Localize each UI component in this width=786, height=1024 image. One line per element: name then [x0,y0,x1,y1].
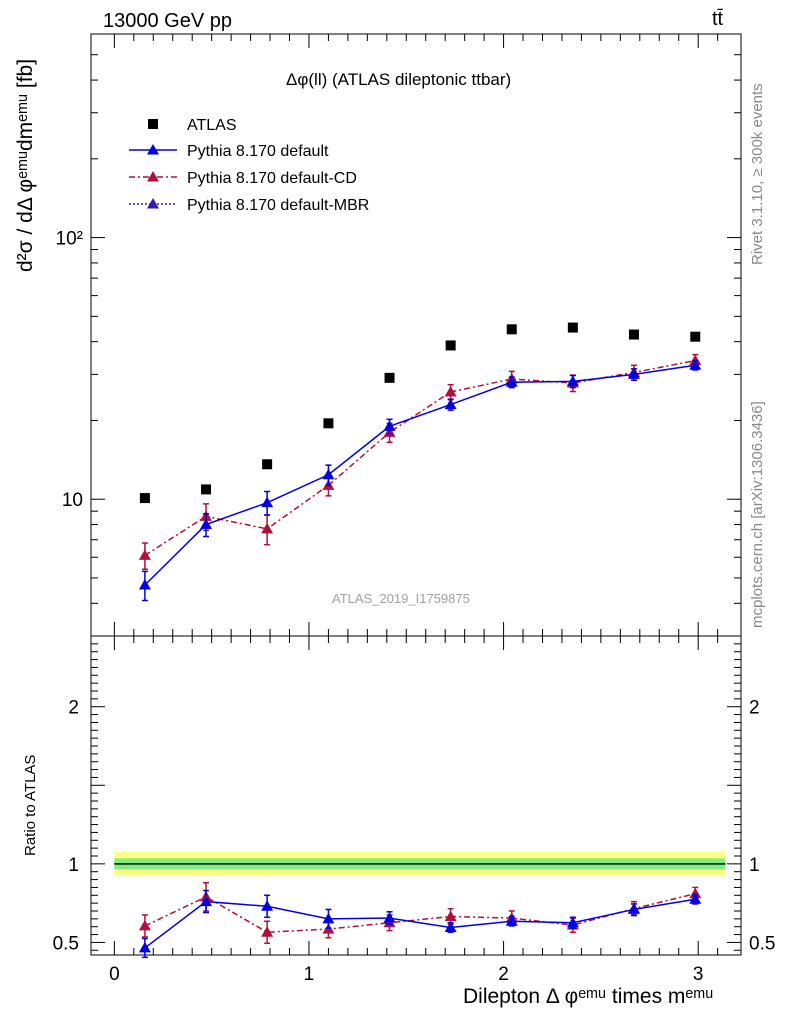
data-point-atlas [384,372,395,383]
data-point-atlas [567,322,578,333]
ratio-point-default-cd [689,887,702,899]
legend-marker [147,198,159,209]
ratio-tick-label-left: 2 [68,698,79,719]
ratio-tick-label-left: 1 [68,855,79,876]
analysis-watermark: ATLAS_2019_I1759875 [332,591,470,606]
legend-marker-atlas [148,119,158,129]
ratio-point-default [505,915,518,926]
data-point-default [444,398,457,410]
data-point-atlas [139,493,150,504]
process-label: tt̄ [712,8,724,30]
series-line-default-cd [144,359,696,556]
x-tick-label: 0 [109,964,120,985]
data-point-atlas [690,331,701,342]
y-axis-label-ratio: Ratio to ATLAS [22,754,39,856]
y-axis-label-main: d²σ / dΔ φᵉᵐᵘdmᵉᵐᵘ [fb] [14,58,37,272]
rivet-label: Rivet 3.1.10, ≥ 300k events [749,83,766,265]
data-point-default [689,359,702,370]
legend-label: ATLAS [187,117,237,134]
collision-label: 13000 GeV pp [103,10,232,32]
y-tick-label-100: 10² [56,229,83,250]
data-point-default [200,518,213,530]
legend-marker [147,144,159,155]
data-point-atlas [323,418,334,429]
data-point-atlas [262,459,273,470]
ratio-point-default [200,895,213,907]
data-point-default [322,468,335,480]
x-tick-label: 2 [498,964,509,985]
legend-label: Pythia 8.170 default-MBR [187,197,369,214]
legend-label: Pythia 8.170 default-CD [187,170,357,187]
ratio-line-default [144,898,696,949]
legend-marker [147,171,159,182]
ratio-point-default [383,912,396,923]
ratio-point-default-cd [261,926,274,937]
plot-title: Δφ(ll) (ATLAS dileptonic ttbar) [286,70,512,89]
ratio-point-default [261,900,274,911]
data-point-default-cd [138,549,151,560]
ratio-plot-frame [90,635,742,956]
data-point-default-cd [444,385,457,397]
ratio-tick-label-right: 2 [749,698,760,719]
legend-label: Pythia 8.170 default [187,143,329,160]
ratio-point-default [444,921,457,932]
ratio-line-default-cd [144,892,696,933]
ratio-tick-label-right: 0.5 [749,933,775,954]
data-point-default [505,376,518,387]
data-point-atlas [506,324,517,335]
x-axis-label: Dilepton Δ φᵉᵐᵘ times mᵉᵐᵘ [463,985,714,1008]
ratio-point-default [566,916,579,928]
ratio-tick-label-left: 0.5 [53,933,79,954]
data-point-default [261,496,274,508]
data-point-default [627,368,640,379]
series-line-default [144,364,696,586]
data-point-atlas [201,484,212,495]
ratio-tick-label-right: 1 [749,855,760,876]
ratio-point-default-cd [444,910,457,921]
data-point-default [566,375,579,386]
data-point-default-cd [261,522,274,534]
ratio-point-default-cd [138,919,151,931]
y-tick-label-10: 10 [62,490,83,511]
data-point-atlas [628,329,639,340]
ratio-point-default [322,912,335,924]
data-point-default [138,578,151,590]
mcplots-label: mcplots.cern.ch [arXiv:1306.3436] [749,401,766,628]
data-point-atlas [445,340,456,351]
ratio-point-default [627,903,640,914]
ratio-point-default [689,893,702,904]
ratio-point-default [138,941,151,953]
x-tick-label: 1 [304,964,315,985]
data-point-default [383,420,396,431]
x-tick-label: 3 [693,964,704,985]
